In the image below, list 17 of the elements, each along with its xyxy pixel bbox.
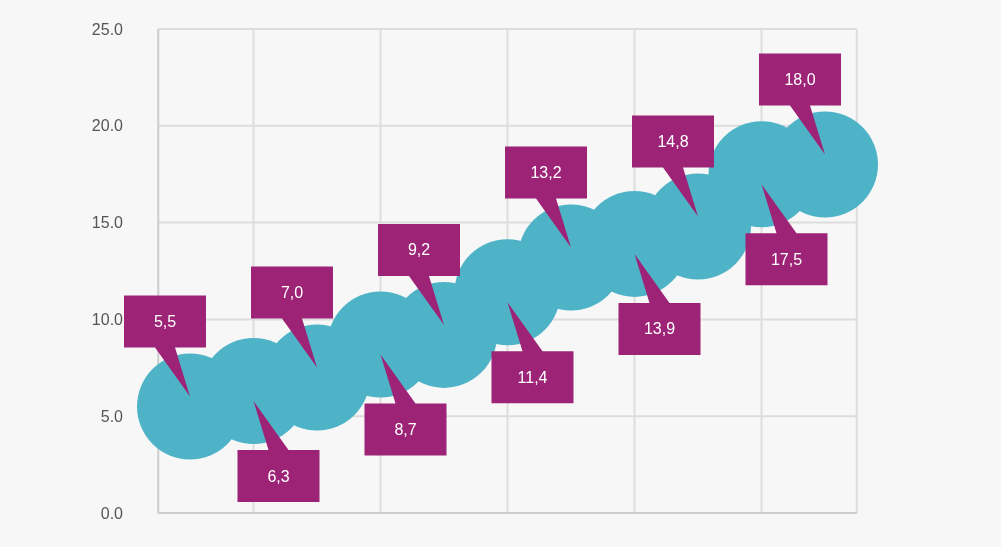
y-tick-label: 10.0: [91, 311, 124, 328]
data-label: 6,3: [267, 467, 290, 485]
data-label: 7,0: [280, 284, 304, 302]
y-tick-label: 20.0: [91, 117, 124, 135]
y-tick-label: 0.0: [100, 504, 124, 522]
data-label: 8,7: [394, 421, 417, 439]
data-label: 13,9: [643, 320, 676, 338]
data-label: 11,4: [517, 368, 548, 386]
data-label: 18,0: [784, 71, 816, 89]
data-label: 5,5: [153, 313, 177, 331]
y-tick-label: 5.0: [100, 407, 124, 425]
data-label: 9,2: [407, 241, 431, 259]
data-label: 17,5: [770, 250, 803, 268]
data-label: 14,8: [657, 133, 689, 151]
y-tick-label: 25.0: [91, 20, 124, 38]
y-tick-label: 15.0: [91, 214, 124, 232]
data-label: 13,2: [530, 164, 562, 182]
